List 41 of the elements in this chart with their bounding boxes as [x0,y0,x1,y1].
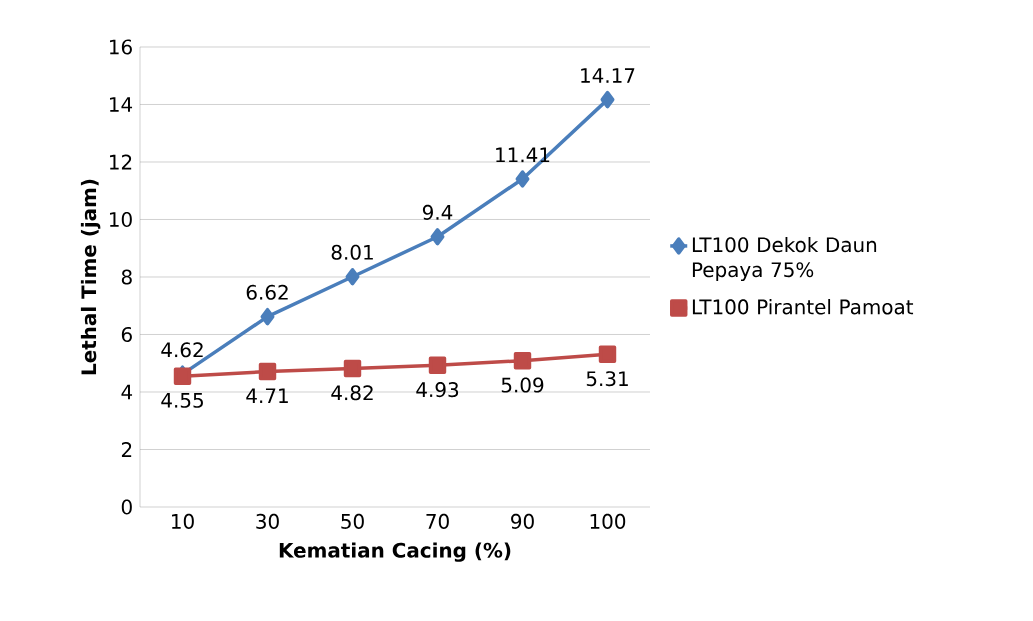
data-label: 11.41 [496,147,550,163]
x-tick-label: 90 [511,513,534,529]
x-axis-title: Kematian Cacing (%) [279,542,511,562]
y-tick-label: 12 [109,154,132,170]
x-tick-label: 100 [590,513,626,529]
data-label: 5.31 [586,371,628,387]
y-tick-label: 0 [121,499,132,515]
point [515,170,530,188]
data-label: 4.71 [246,388,288,403]
data-label: 9.4 [422,204,453,220]
data-label: 4.62 [161,342,203,358]
y-axis-title: Lethal Time (jam) [80,179,101,375]
data-label: 14.17 [581,68,635,83]
y-tick-label: 8 [121,269,132,285]
legend-label: LT100 Dekok Daun Pepaya 75% [692,236,877,282]
point [430,228,445,246]
x-tick-label: 10 [172,513,194,529]
point [345,267,360,286]
data-label: 4.93 [416,382,459,398]
x-tick-label: 50 [341,513,364,529]
y-tick-label: 4 [121,384,133,400]
point [260,307,275,326]
data-label: 4.55 [161,393,203,408]
data-label: 8.01 [331,244,373,260]
y-tick-label: 16 [109,39,132,55]
y-tick-label: 10 [109,211,132,228]
y-tick-label: 14 [109,97,133,112]
point [428,356,447,374]
point [513,351,532,370]
data-label: 5.09 [501,377,544,393]
data-label: 4.82 [331,385,373,401]
legend-label: LT100 Pirantel Pamoat [692,298,914,315]
point [598,345,617,364]
x-tick-label: 70 [426,513,449,529]
y-tick-label: 6 [121,326,132,343]
data-label: 6.62 [246,284,288,300]
y-tick-label: 2 [121,442,132,457]
point [258,362,277,381]
point [343,359,362,378]
x-tick-label: 30 [256,513,279,529]
point [600,90,615,109]
